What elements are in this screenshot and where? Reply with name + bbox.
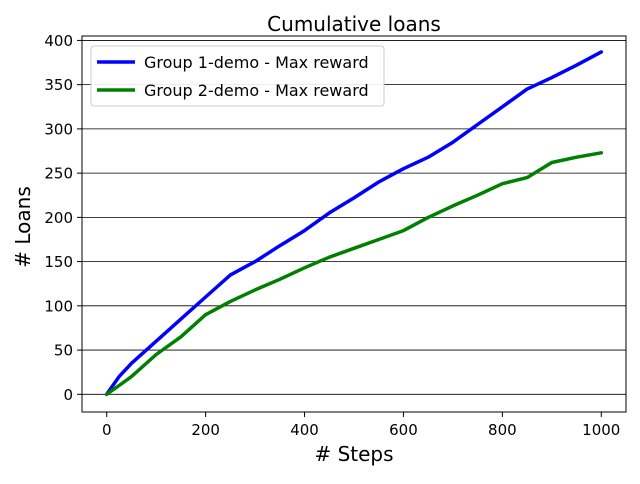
y-tick-label: 300 — [44, 120, 73, 138]
legend-label: Group 2-demo - Max reward — [144, 81, 369, 100]
series-line-2 — [104, 151, 604, 397]
chart-title: Cumulative loans — [267, 12, 441, 36]
y-tick-label: 150 — [44, 253, 73, 271]
series-lines — [104, 50, 604, 397]
plot-frame — [81, 35, 627, 413]
y-tick-label: 50 — [54, 342, 73, 360]
x-tick-label: 600 — [389, 421, 418, 439]
axis-ticks: 0 50 100 150 200 250 300 350 400 0 200 400 600 800 100… — [44, 32, 620, 439]
y-tick-label: 350 — [44, 76, 73, 94]
y-axis-label: # Loans — [11, 186, 35, 268]
y-tick-label: 250 — [44, 165, 73, 183]
x-tick-label: 1000 — [582, 421, 620, 439]
legend: Group 1-demo - Max reward Group 2-demo - … — [90, 45, 385, 107]
y-tick-label: 0 — [63, 386, 73, 404]
x-tick-label: 400 — [290, 421, 319, 439]
grid-lines — [82, 40, 626, 395]
legend-box — [90, 45, 385, 107]
y-tick-label: 400 — [44, 32, 73, 50]
x-tick-label: 200 — [191, 421, 220, 439]
series-line-1 — [104, 50, 604, 397]
legend-label: Group 1-demo - Max reward — [144, 53, 369, 72]
x-axis-label: # Steps — [314, 442, 393, 466]
y-tick-label: 200 — [44, 209, 73, 227]
x-tick-label: 0 — [102, 421, 112, 439]
y-tick-label: 100 — [44, 297, 73, 315]
x-tick-label: 800 — [488, 421, 517, 439]
